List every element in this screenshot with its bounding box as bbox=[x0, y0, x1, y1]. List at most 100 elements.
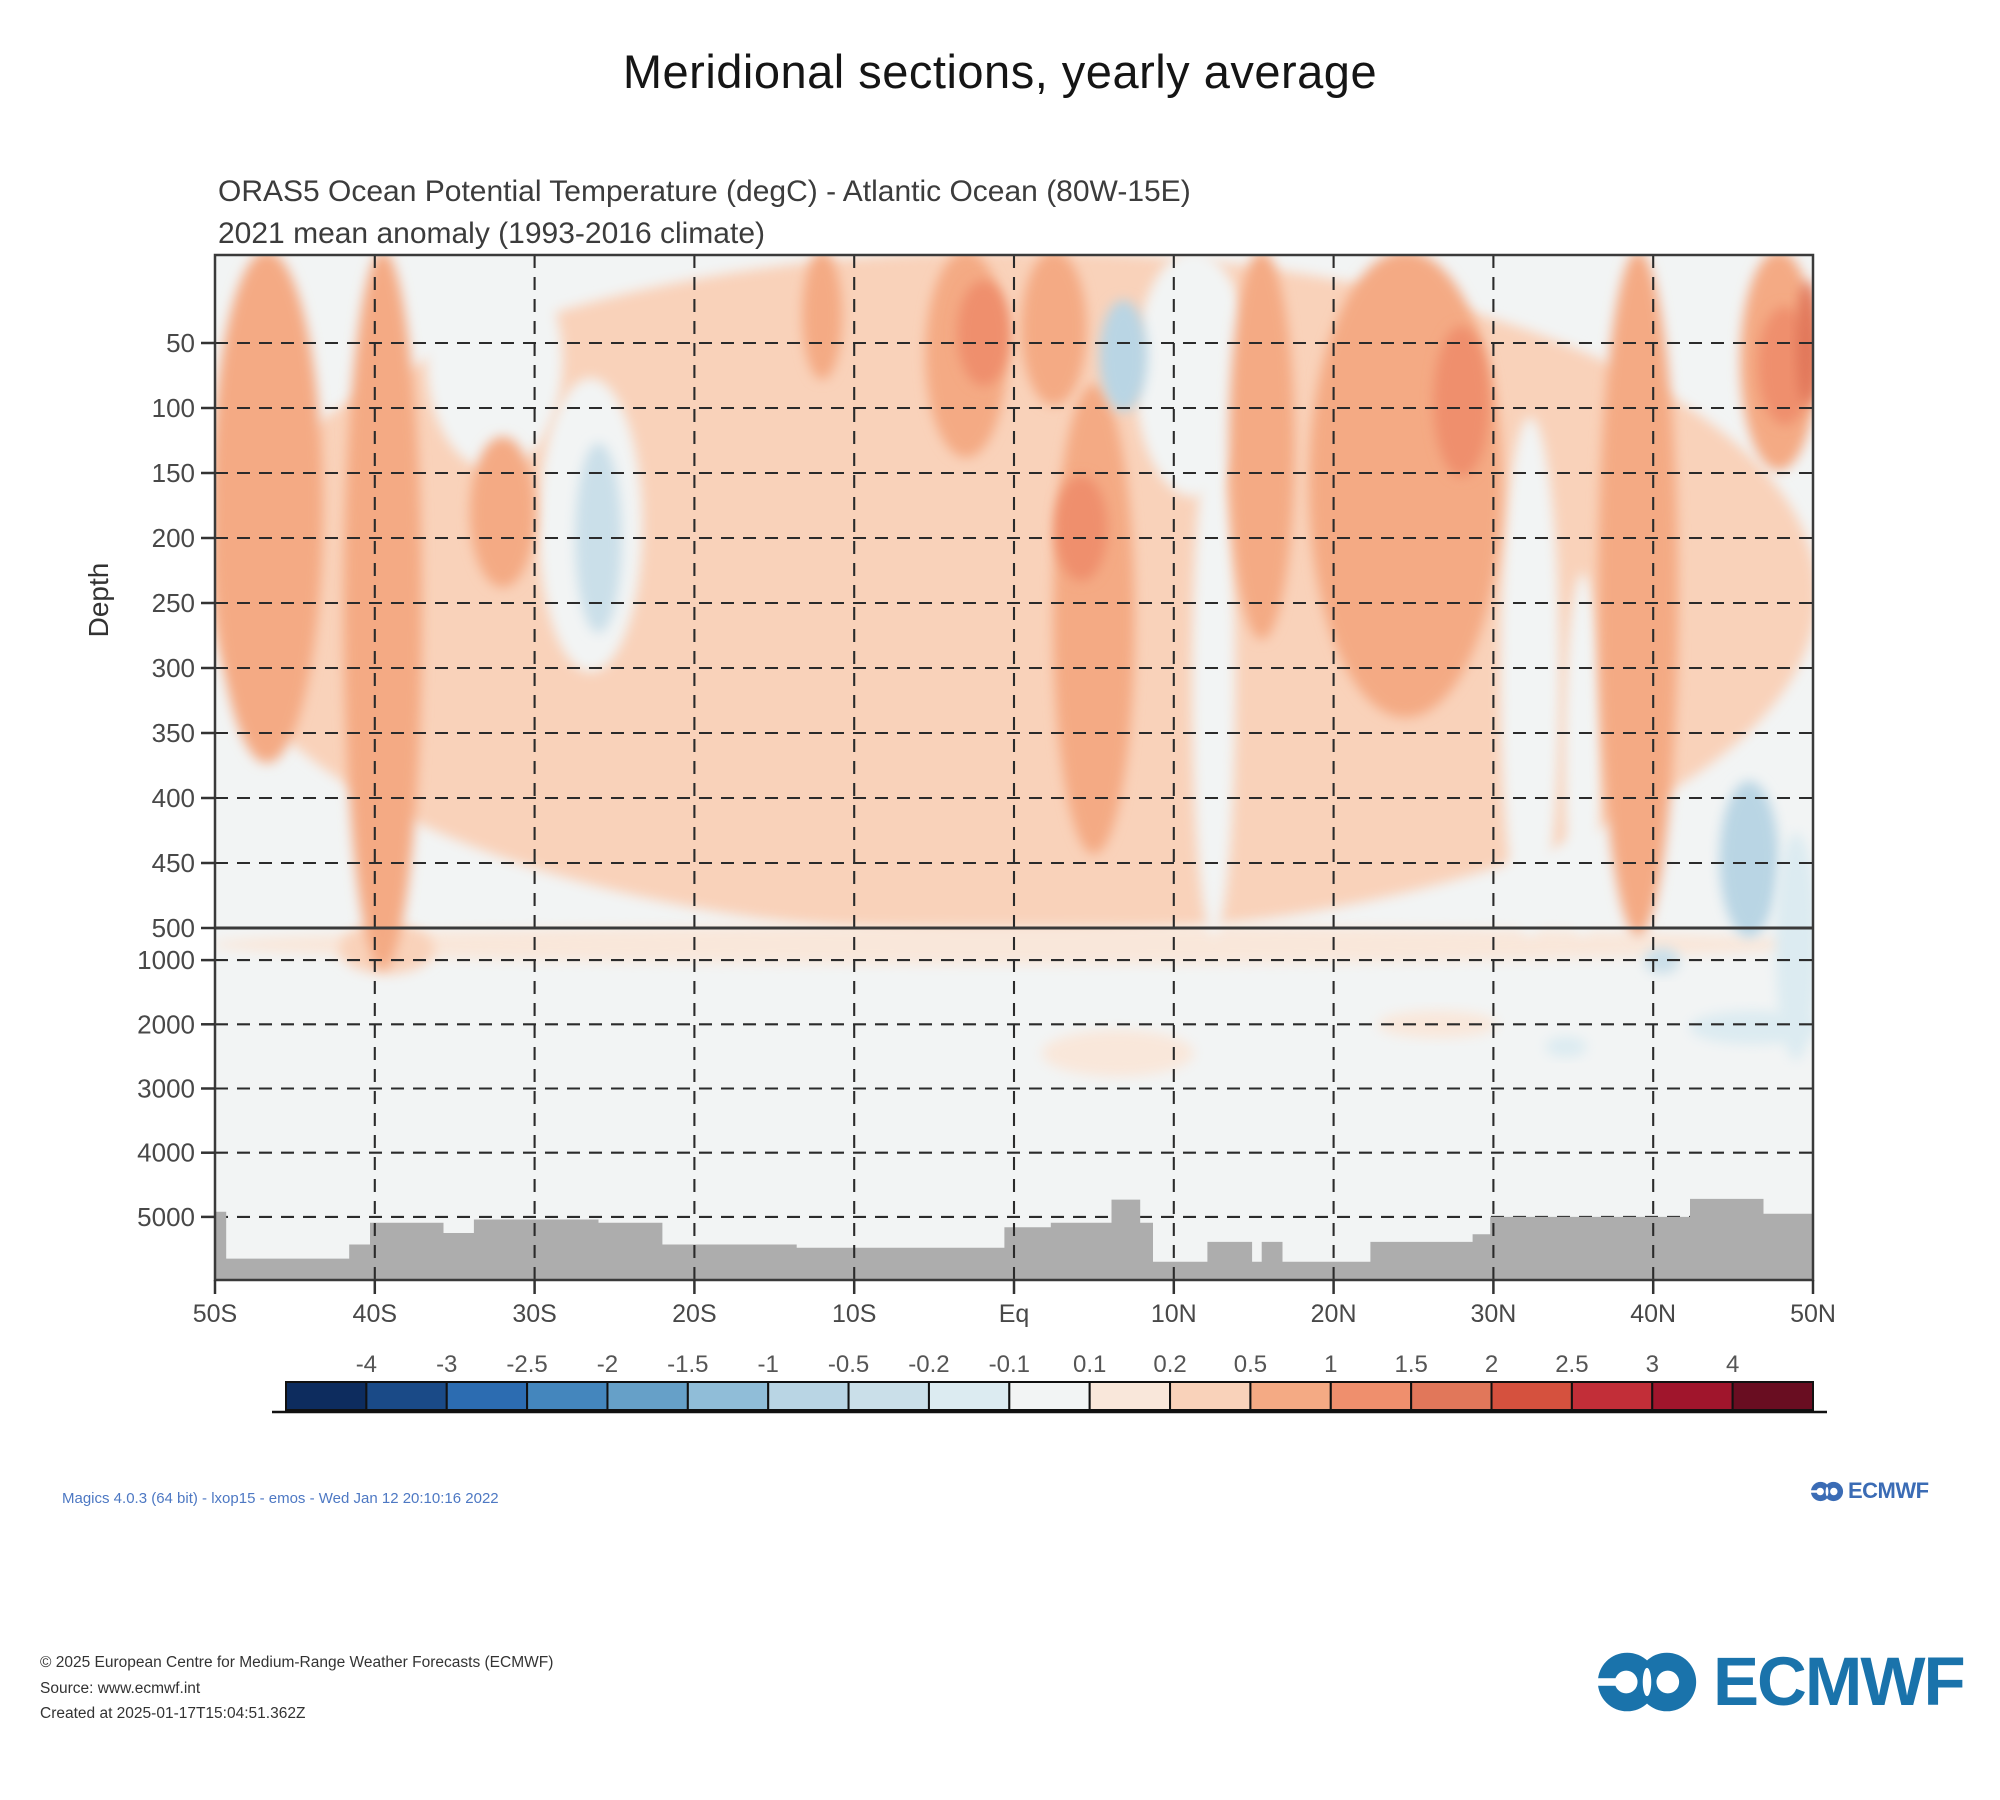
colorbar-label: 0.2 bbox=[1153, 1351, 1186, 1378]
colorbar-cell bbox=[1570, 1381, 1654, 1411]
colorbar-cell bbox=[1731, 1381, 1815, 1411]
anomaly-patch bbox=[1054, 475, 1108, 581]
vertical-gridlines bbox=[373, 255, 1655, 1280]
x-tick-label: 30N bbox=[1470, 1300, 1516, 1328]
ecmwf-logo-small-text: ECMWF bbox=[1848, 1478, 1929, 1503]
horizontal-gridlines bbox=[215, 341, 1813, 1218]
anomaly-patch bbox=[1564, 573, 1602, 936]
chart-subtitle: 2021 mean anomaly (1993-2016 climate) bbox=[218, 217, 765, 250]
footer: © 2025 European Centre for Medium-Range … bbox=[40, 1650, 553, 1727]
colorbar-label: -0.1 bbox=[989, 1351, 1030, 1378]
anomaly-patch bbox=[1719, 781, 1779, 938]
colorbar-label: -3 bbox=[436, 1351, 457, 1378]
anomaly-patch bbox=[1134, 255, 1252, 497]
x-tick-label: Eq bbox=[999, 1300, 1030, 1328]
colorbar-label: -2.5 bbox=[506, 1351, 547, 1378]
anomaly-patch bbox=[1308, 255, 1503, 718]
x-tick-label: 30S bbox=[512, 1300, 556, 1328]
colorbar-cell bbox=[847, 1381, 930, 1411]
ecmwf-logo-small: ECMWF bbox=[1810, 1478, 1929, 1504]
colorbar-cell bbox=[526, 1381, 609, 1411]
x-tick-label: 50N bbox=[1790, 1300, 1836, 1328]
magics-version-line: Magics 4.0.3 (64 bit) - lxop15 - emos - … bbox=[62, 1490, 499, 1507]
colorbar-label: 0.1 bbox=[1073, 1351, 1106, 1378]
anomaly-patch bbox=[1041, 1029, 1194, 1077]
colorbar-label: -1 bbox=[758, 1351, 779, 1378]
ecmwf-logo-large-text: ECMWF bbox=[1713, 1643, 1966, 1720]
colorbar-label: 4 bbox=[1726, 1351, 1739, 1378]
colorbar-cell bbox=[1008, 1381, 1091, 1411]
footer-copyright: © 2025 European Centre for Medium-Range … bbox=[40, 1654, 554, 1671]
y-tick-label: 2000 bbox=[137, 1009, 195, 1039]
y-tick-label: 1000 bbox=[137, 945, 195, 975]
y-tick-label: 4000 bbox=[137, 1138, 195, 1168]
anomaly-patch bbox=[957, 280, 1011, 386]
x-tick-label: 20N bbox=[1311, 1300, 1357, 1328]
y-tick-label: 500 bbox=[152, 913, 195, 943]
colorbar-label: 2.5 bbox=[1555, 1351, 1588, 1378]
y-tick-label: 3000 bbox=[137, 1074, 195, 1104]
anomaly-patch bbox=[1099, 300, 1148, 412]
y-axis-title: Depth bbox=[83, 563, 114, 638]
anomaly-patch bbox=[1775, 833, 1813, 1061]
footer-source: Source: www.ecmwf.int bbox=[40, 1679, 201, 1697]
seafloor-bathymetry bbox=[215, 1198, 1813, 1280]
x-axis: 50S 40S 30S 20S 10S Eq 10N 20N 30N 40N 50N bbox=[193, 1280, 1836, 1328]
anomaly-patch bbox=[1598, 255, 1678, 936]
y-tick-label: 5000 bbox=[137, 1202, 195, 1232]
colorbar-label: -0.5 bbox=[828, 1351, 869, 1378]
colorbar-cell bbox=[686, 1381, 770, 1411]
colorbar-cell bbox=[767, 1381, 850, 1411]
colorbar-label: 0.5 bbox=[1234, 1351, 1267, 1378]
colorbar-label: -2 bbox=[597, 1351, 618, 1378]
y-tick-label: 200 bbox=[152, 523, 195, 553]
x-tick-label: 40N bbox=[1630, 1300, 1676, 1328]
meridional-section-chart: 50S 40S 30S 20S 10S Eq 10N 20N 30N 40N 50N50100150… bbox=[83, 253, 1836, 1414]
colorbar-cell bbox=[1410, 1381, 1493, 1411]
anomaly-patch bbox=[215, 255, 323, 763]
colorbar-cell bbox=[1249, 1381, 1332, 1411]
x-tick-label: 10S bbox=[832, 1300, 876, 1328]
x-tick-label: 40S bbox=[353, 1300, 397, 1328]
colorbar-label: -4 bbox=[356, 1351, 377, 1378]
colorbar-cell bbox=[927, 1381, 1011, 1411]
y-tick-label: 300 bbox=[152, 653, 195, 683]
y-tick-label: 250 bbox=[152, 588, 195, 618]
ecmwf-logo-large: ECMWF bbox=[1595, 1642, 1966, 1721]
anomaly-patch bbox=[1021, 255, 1087, 406]
footer-created-at: Created at 2025-01-17T15:04:51.362Z bbox=[40, 1705, 306, 1722]
y-tick-label: 350 bbox=[152, 718, 195, 748]
colorbar-cell bbox=[1329, 1381, 1413, 1411]
y-tick-label: 150 bbox=[152, 458, 195, 488]
x-tick-label: 50S bbox=[193, 1300, 237, 1328]
colorbar-label: 3 bbox=[1646, 1351, 1659, 1378]
anomaly-patch bbox=[426, 255, 563, 471]
colorbar: -4 -3 -2.5 -2 -1.5 -1 -0.5 -0.2 -0.1 0.1 0.2 0.5 1 1.… bbox=[272, 1351, 1827, 1414]
colorbar-cell bbox=[285, 1381, 368, 1411]
colorbar-cell bbox=[1490, 1381, 1573, 1411]
chart-title: ORAS5 Ocean Potential Temperature (degC)… bbox=[218, 175, 1191, 208]
anomaly-patch bbox=[1228, 255, 1295, 640]
anomaly-patch bbox=[1500, 417, 1560, 936]
colorbar-label: 2 bbox=[1485, 1351, 1498, 1378]
anomaly-patch bbox=[1192, 430, 1236, 936]
y-tick-label: 100 bbox=[152, 393, 195, 423]
ecmwf-logo-large-icon bbox=[1595, 1652, 1697, 1711]
anomaly-patch bbox=[1433, 326, 1490, 477]
colorbar-label: -0.2 bbox=[908, 1351, 949, 1378]
anomaly-patch bbox=[469, 436, 536, 588]
colorbar-cell bbox=[1651, 1381, 1734, 1411]
colorbar-label: 1 bbox=[1324, 1351, 1337, 1378]
colorbar-cell bbox=[365, 1381, 448, 1411]
colorbar-label: -1.5 bbox=[667, 1351, 708, 1378]
page-title: Meridional sections, yearly average bbox=[622, 45, 1378, 98]
colorbar-cell bbox=[1088, 1381, 1172, 1411]
colorbar-label: 1.5 bbox=[1394, 1351, 1427, 1378]
anomaly-patch bbox=[1053, 384, 1135, 854]
x-tick-label: 20S bbox=[672, 1300, 716, 1328]
anomaly-patch bbox=[802, 255, 843, 380]
y-tick-label: 450 bbox=[152, 848, 195, 878]
anomaly-patch bbox=[1545, 1036, 1587, 1058]
